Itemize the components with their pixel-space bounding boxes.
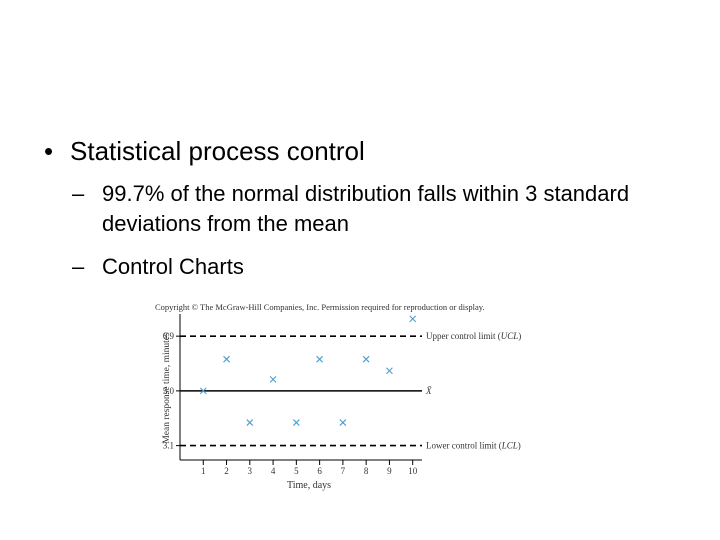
x-tick-label: 8 xyxy=(364,466,369,476)
x-tick-label: 10 xyxy=(408,466,418,476)
data-point-marker xyxy=(223,355,230,363)
copyright-notice: Copyright © The McGraw-Hill Companies, I… xyxy=(155,302,485,312)
data-point-marker xyxy=(199,387,207,395)
marker-stroke xyxy=(246,419,254,426)
data-point-marker xyxy=(339,419,347,426)
y-tick-label: 3.1 xyxy=(163,441,174,451)
data-point-marker xyxy=(362,355,370,363)
data-point-marker xyxy=(409,315,417,323)
dash-icon: – xyxy=(72,254,85,279)
x-tick-label: 3 xyxy=(248,466,253,476)
x-tick-label: 2 xyxy=(224,466,229,476)
x-tick-label: 1 xyxy=(201,466,206,476)
y-axis-label: Mean response time, minutes xyxy=(162,332,172,444)
bullet-text: Statistical process control xyxy=(70,136,365,166)
x-tick-label: 7 xyxy=(341,466,346,476)
data-point-marker xyxy=(292,419,300,426)
x-tick-label: 4 xyxy=(271,466,276,476)
x-tick-label: 9 xyxy=(387,466,392,476)
marker-stroke xyxy=(199,387,207,395)
control-limit-lines: Upper control limit (UCL) X̄ Lower control… xyxy=(180,331,521,451)
sub-bullet-normal-distribution: – 99.7% of the normal distribution falls… xyxy=(72,179,672,239)
control-chart: Copyright © The McGraw-Hill Companies, I… xyxy=(155,302,521,491)
data-markers xyxy=(199,315,417,426)
x-tick-label: 5 xyxy=(294,466,299,476)
marker-stroke xyxy=(292,419,300,426)
marker-stroke xyxy=(386,367,393,375)
data-point-marker xyxy=(316,355,324,363)
data-point-marker xyxy=(246,419,254,426)
control-line-label: X̄ xyxy=(425,386,432,396)
x-axis-label: Time, days xyxy=(287,480,331,491)
sub-bullet-control-charts: – Control Charts xyxy=(72,252,244,282)
data-point-marker xyxy=(386,367,393,375)
chart-ticks: 1 2 3 4 5 6 7 8 9 10 3.1 5.0 6.9 xyxy=(163,331,418,476)
sub-bullet-text: Control Charts xyxy=(102,254,244,279)
bullet-dot-icon: • xyxy=(44,136,54,166)
dash-icon: – xyxy=(72,181,85,206)
marker-stroke xyxy=(362,355,370,363)
marker-stroke xyxy=(316,355,324,363)
control-line-label: Lower control limit (LCL) xyxy=(426,441,521,451)
marker-stroke xyxy=(223,355,230,363)
data-point-marker xyxy=(269,375,277,383)
control-chart-figure: Copyright © The McGraw-Hill Companies, I… xyxy=(150,296,560,496)
control-line-label: Upper control limit (UCL) xyxy=(426,331,521,341)
bullet-statistical-process-control: • Statistical process control xyxy=(44,134,365,168)
x-tick-label: 6 xyxy=(317,466,322,476)
marker-stroke xyxy=(409,315,417,323)
marker-stroke xyxy=(269,375,277,383)
chart-axes xyxy=(179,314,422,461)
sub-bullet-text: 99.7% of the normal distribution falls w… xyxy=(102,181,630,236)
y-tick-label: 5.0 xyxy=(163,386,175,396)
marker-stroke xyxy=(339,419,347,426)
y-tick-label: 6.9 xyxy=(163,331,175,341)
